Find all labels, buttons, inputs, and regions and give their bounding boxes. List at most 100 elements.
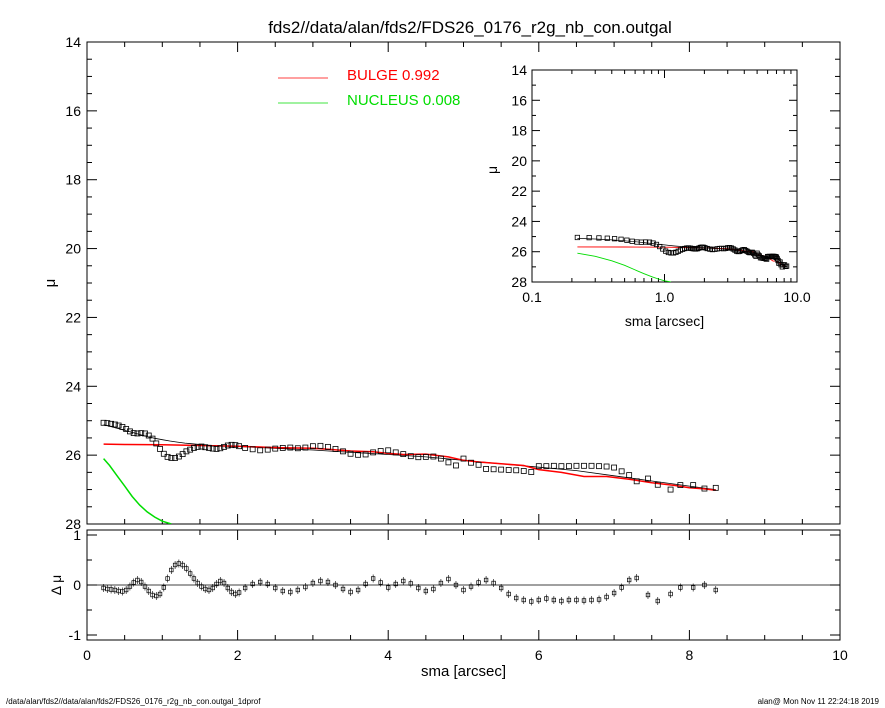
footer-user-timestamp: alan@ Mon Nov 11 22:24:18 2019 (757, 697, 879, 706)
observed-point (362, 451, 369, 458)
observed-point (325, 443, 331, 450)
observed-point (430, 453, 437, 460)
legend-bulge-label: BULGE 0.992 (347, 67, 440, 84)
observed-point (603, 463, 610, 470)
observed-point (690, 482, 697, 488)
observed-point (145, 432, 152, 439)
residual-point (499, 585, 504, 591)
observed-point (232, 442, 239, 449)
inset-observed-point (596, 235, 602, 241)
observed-point (264, 446, 271, 453)
residual-point (678, 585, 683, 590)
inset-xtick-label: 1.0 (655, 289, 675, 305)
residual-point (340, 586, 346, 592)
main-ytick-label: 18 (65, 172, 81, 188)
observed-point (392, 449, 399, 456)
observed-point (385, 447, 392, 454)
inset-ytick-label: 20 (511, 153, 527, 169)
inset-ytick-label: 26 (511, 244, 527, 260)
inset-nucleus-line (577, 252, 672, 282)
residual-point (236, 590, 242, 595)
residual-point (157, 591, 163, 597)
residual-point (214, 581, 219, 587)
main-ytick-label: 14 (65, 34, 81, 50)
observed-point (520, 468, 527, 474)
inset-plot-frame (531, 69, 798, 283)
residual-point (221, 580, 227, 586)
inset-observed-point (745, 249, 752, 255)
observed-point (317, 442, 324, 449)
inset-observed-point (665, 249, 671, 256)
observed-point (221, 443, 227, 450)
main-ytick-label: 20 (65, 241, 81, 257)
inset-y-axis-label: μ (484, 166, 500, 174)
observed-point (142, 430, 148, 437)
observed-point (130, 430, 137, 437)
residual-point (416, 585, 421, 591)
residual-point (476, 580, 481, 585)
observed-point (558, 463, 565, 470)
residual-ytick-label: 0 (73, 577, 81, 593)
residual-point (604, 594, 609, 600)
residual-point (258, 579, 263, 585)
residual-point (355, 587, 361, 593)
observed-point (191, 445, 197, 451)
residual-point (551, 597, 557, 603)
observed-point (528, 469, 535, 475)
observed-point (100, 419, 107, 426)
observed-point (581, 462, 587, 469)
residual-point (225, 585, 230, 591)
inset-x-axis-label: sma [arcsec] (625, 313, 704, 329)
main-ytick-label: 26 (65, 447, 81, 463)
residual-point (318, 578, 323, 584)
residual-point (184, 566, 189, 571)
observed-point (198, 443, 205, 450)
observed-point (377, 448, 384, 454)
residual-point (127, 584, 133, 589)
inset-observed-point (704, 245, 710, 252)
residual-xtick-label: 0 (83, 647, 91, 663)
observed-point (654, 481, 661, 488)
residual-point (566, 597, 572, 603)
observed-point (153, 440, 160, 447)
observed-point (677, 482, 684, 488)
observed-point (633, 478, 640, 485)
observed-point (535, 463, 542, 470)
observed-point (127, 428, 133, 435)
observed-point (115, 422, 122, 429)
residual-point (645, 592, 651, 598)
observed-point (543, 463, 550, 470)
residual-point (295, 587, 300, 593)
observed-point (242, 445, 249, 451)
observed-point (183, 448, 190, 455)
inset-observed-point (784, 263, 790, 269)
inset-observed-point (611, 236, 618, 242)
residual-ytick-label: 1 (73, 527, 81, 543)
observed-point (588, 462, 595, 469)
inset-observed-point (646, 239, 653, 245)
residual-point (139, 579, 144, 585)
inset-observed-point (604, 235, 610, 241)
residual-point (303, 584, 308, 590)
observed-point (407, 453, 414, 460)
residual-point (333, 582, 338, 588)
residual-xtick-label: 10 (832, 647, 848, 663)
observed-point (302, 444, 309, 451)
observed-point (415, 454, 422, 461)
inset-observed-point (574, 234, 580, 241)
observed-point (111, 421, 118, 428)
residual-point (581, 598, 587, 603)
observed-point (505, 467, 512, 473)
residual-point (453, 582, 459, 588)
main-ytick-label: 28 (65, 516, 81, 532)
observed-point (667, 486, 674, 493)
residual-point (146, 588, 151, 594)
residual-point (691, 585, 696, 590)
residual-point (165, 576, 170, 581)
inset-observed-point (773, 254, 780, 260)
inset-observed-point (744, 248, 750, 254)
residual-point (273, 585, 278, 591)
residual-point (161, 585, 166, 590)
observed-point (236, 443, 243, 450)
observed-point (438, 455, 444, 462)
